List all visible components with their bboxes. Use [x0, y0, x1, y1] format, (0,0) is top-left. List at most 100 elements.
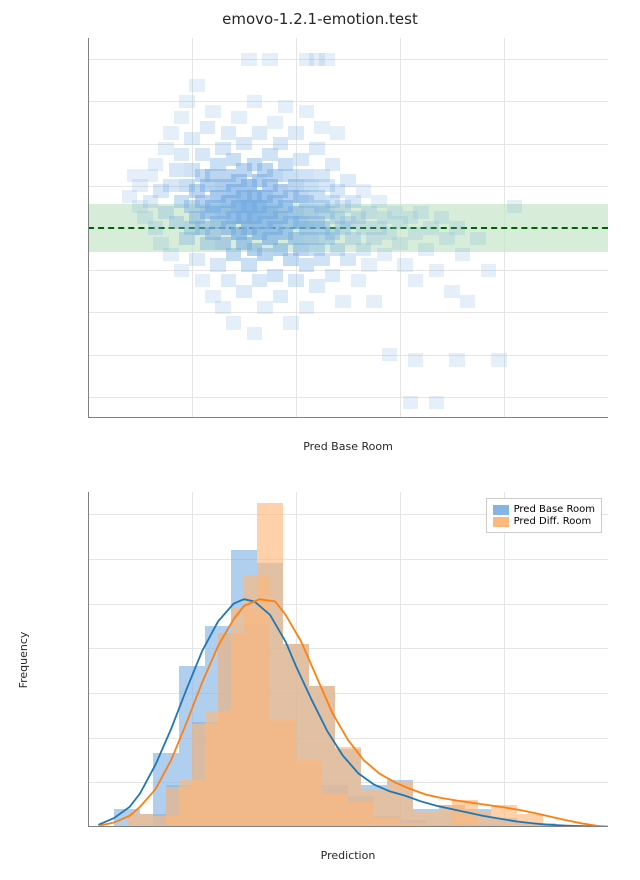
scatter-marker	[314, 253, 330, 266]
legend-label-base: Pred Base Room	[514, 504, 595, 515]
scatter-marker	[205, 105, 221, 118]
scatter-marker	[163, 248, 179, 261]
scatter-marker	[403, 396, 419, 409]
scatter-marker	[507, 200, 523, 213]
scatter-marker	[163, 179, 179, 192]
scatter-marker	[273, 290, 289, 303]
scatter-marker	[335, 295, 351, 308]
spine	[88, 826, 608, 827]
scatter-marker	[236, 137, 252, 150]
grid-h	[88, 397, 608, 398]
kde-diff	[98, 599, 608, 826]
scatter-marker	[257, 301, 273, 314]
scatter-marker	[481, 264, 497, 277]
grid-h	[88, 312, 608, 313]
grid-h	[88, 101, 608, 102]
scatter-marker	[444, 285, 460, 298]
scatter-marker	[200, 121, 216, 134]
scatter-marker	[288, 274, 304, 287]
spine	[88, 417, 608, 418]
scatter-marker	[397, 258, 413, 271]
scatter-marker	[314, 121, 330, 134]
scatter-marker	[267, 269, 283, 282]
scatter-marker	[189, 79, 205, 92]
scatter-marker	[226, 316, 242, 329]
scatter-marker	[262, 53, 278, 66]
top-xlabel: Pred Base Room	[303, 440, 393, 453]
scatter-marker	[366, 295, 382, 308]
scatter-marker	[236, 285, 252, 298]
scatter-marker	[460, 295, 476, 308]
scatter-marker	[221, 126, 237, 139]
scatter-marker	[309, 279, 325, 292]
scatter-marker	[148, 221, 164, 234]
grid-h	[88, 355, 608, 356]
scatter-marker	[299, 301, 315, 314]
scatter-marker	[267, 116, 283, 129]
scatter-marker	[163, 126, 179, 139]
legend-item-diff: Pred Diff. Room	[493, 516, 595, 527]
scatter-marker	[158, 142, 174, 155]
kde-base	[98, 599, 608, 827]
scatter-marker	[252, 274, 268, 287]
scatter-marker	[491, 353, 507, 366]
scatter-marker	[184, 132, 200, 145]
kde-overlay	[88, 492, 608, 827]
grid-h	[88, 270, 608, 271]
scatter-marker	[392, 237, 408, 250]
scatter-marker	[429, 396, 445, 409]
scatter-marker	[247, 327, 263, 340]
scatter-chart: 0.00.20.40.60.81.0−0.32−0.24−0.16−0.080.…	[88, 38, 608, 418]
grid-h	[88, 59, 608, 60]
scatter-marker	[221, 274, 237, 287]
scatter-marker	[361, 258, 377, 271]
scatter-marker	[241, 53, 257, 66]
scatter-marker	[169, 216, 185, 229]
legend-item-base: Pred Base Room	[493, 504, 595, 515]
scatter-marker	[371, 195, 387, 208]
scatter-marker	[429, 264, 445, 277]
scatter-marker	[455, 248, 471, 261]
scatter-marker	[413, 206, 429, 219]
scatter-marker	[319, 53, 335, 66]
scatter-marker	[278, 100, 294, 113]
scatter-marker	[340, 174, 356, 187]
scatter-marker	[273, 137, 289, 150]
legend-swatch-diff	[493, 517, 509, 527]
scatter-marker	[377, 248, 393, 261]
scatter-marker	[169, 163, 185, 176]
histogram-chart: 0.00.20.40.60.81.00200400600800100012001…	[88, 492, 608, 827]
scatter-marker	[299, 105, 315, 118]
scatter-marker	[470, 232, 486, 245]
scatter-marker	[189, 253, 205, 266]
scatter-marker	[247, 95, 263, 108]
scatter-marker	[382, 348, 398, 361]
scatter-marker	[325, 269, 341, 282]
scatter-marker	[408, 274, 424, 287]
scatter-marker	[351, 274, 367, 287]
scatter-plot-area: 0.00.20.40.60.81.0−0.32−0.24−0.16−0.080.…	[88, 38, 608, 418]
legend-label-diff: Pred Diff. Room	[514, 516, 592, 527]
scatter-marker	[408, 353, 424, 366]
histogram-plot-area: 0.00.20.40.60.81.00200400600800100012001…	[88, 492, 608, 827]
scatter-marker	[195, 274, 211, 287]
scatter-marker	[174, 148, 190, 161]
scatter-marker	[257, 248, 273, 261]
scatter-marker	[195, 148, 211, 161]
scatter-marker	[408, 227, 424, 240]
scatter-marker	[309, 142, 325, 155]
scatter-marker	[174, 264, 190, 277]
scatter-marker	[356, 184, 372, 197]
legend: Pred Base Room Pred Diff. Room	[486, 498, 602, 533]
scatter-marker	[179, 95, 195, 108]
scatter-marker	[293, 153, 309, 166]
scatter-marker	[241, 258, 257, 271]
scatter-marker	[434, 211, 450, 224]
bottom-ylabel: Frequency	[17, 631, 30, 688]
scatter-marker	[325, 158, 341, 171]
scatter-marker	[299, 258, 315, 271]
scatter-marker	[283, 316, 299, 329]
scatter-marker	[174, 111, 190, 124]
spine	[88, 492, 89, 827]
scatter-marker	[148, 158, 164, 171]
